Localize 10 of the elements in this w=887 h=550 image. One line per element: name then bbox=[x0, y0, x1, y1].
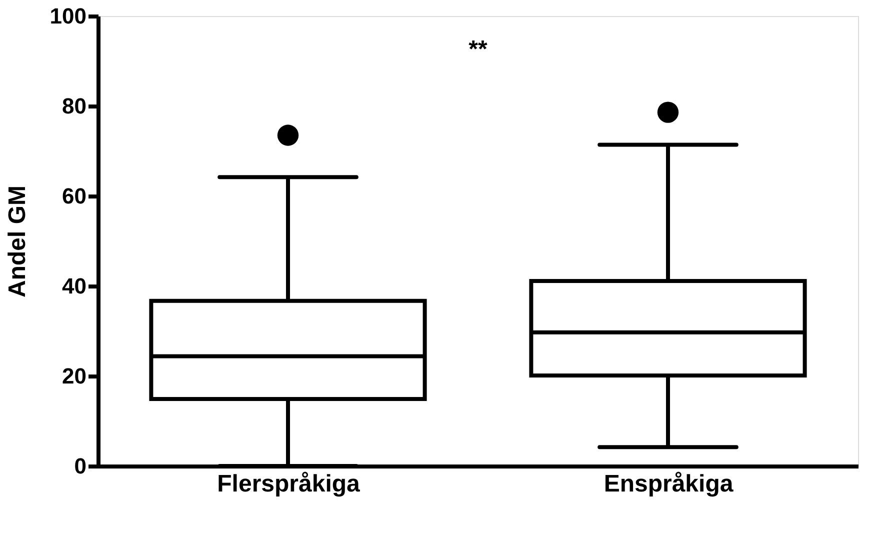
y-tick-label: 40 bbox=[62, 274, 86, 298]
y-tick-label: 0 bbox=[74, 454, 86, 478]
x-tick-label: Flerspråkiga bbox=[217, 470, 361, 498]
annotation: ** bbox=[468, 36, 488, 63]
y-axis-title: Andel GM bbox=[4, 186, 31, 298]
y-tick-label: 100 bbox=[50, 4, 86, 28]
y-tick-label: 80 bbox=[62, 94, 86, 118]
y-tick-label: 20 bbox=[62, 364, 86, 388]
x-tick-label: Enspråkiga bbox=[604, 470, 734, 498]
y-tick-label: 60 bbox=[62, 184, 86, 208]
